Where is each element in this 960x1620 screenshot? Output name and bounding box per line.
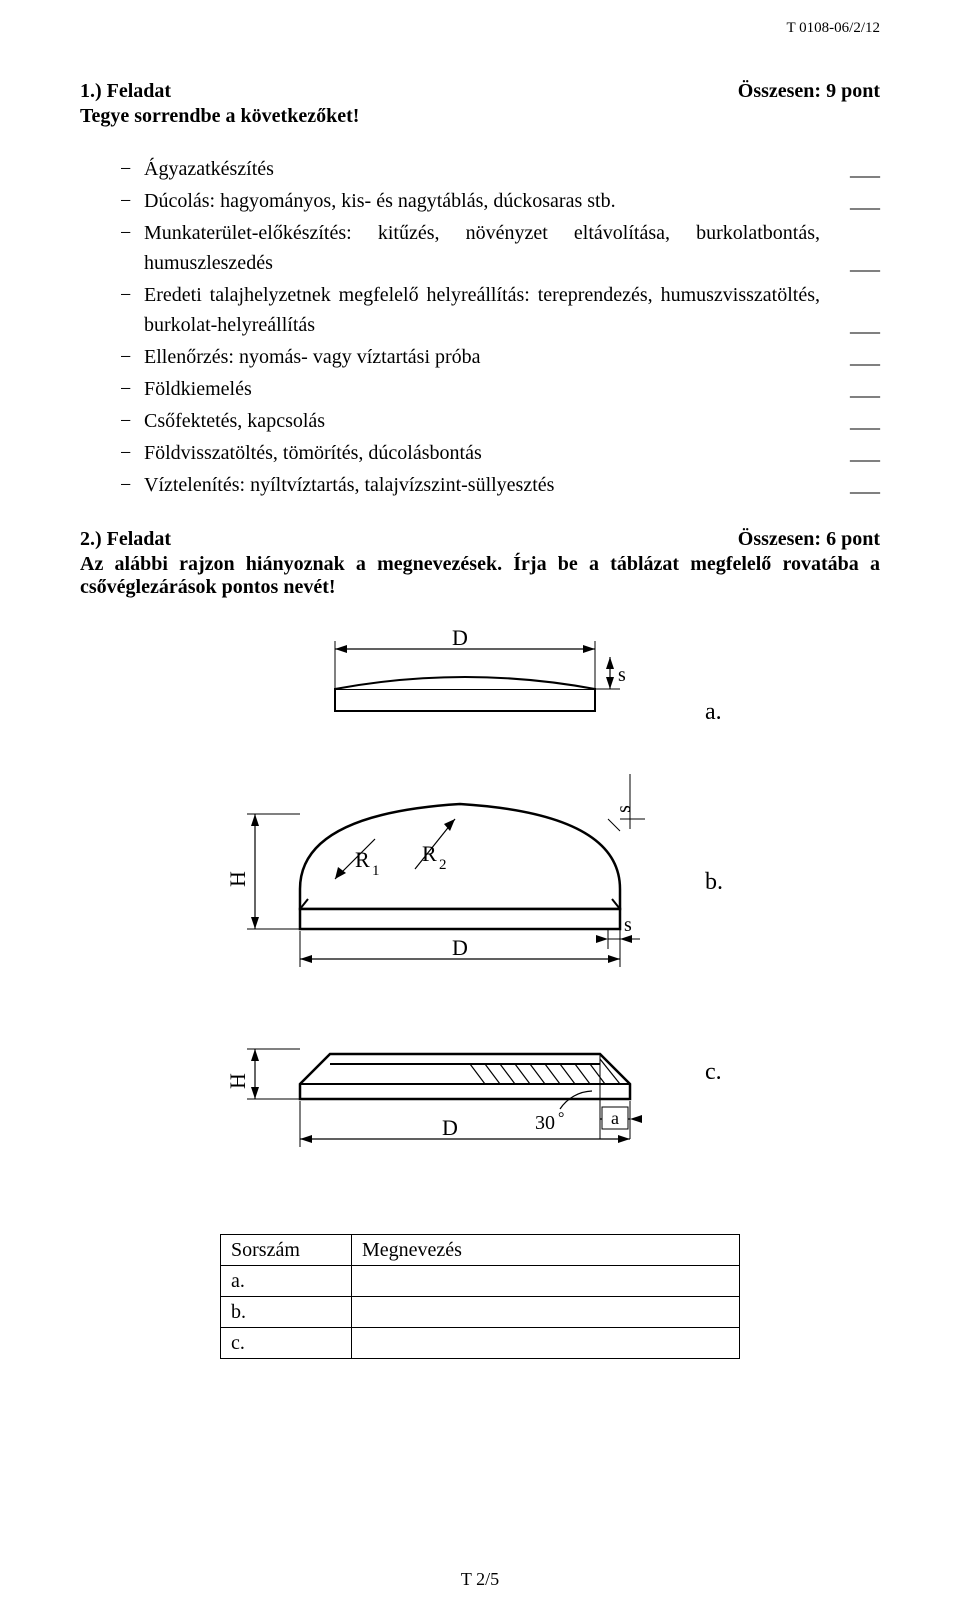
dim-D-c: D [442, 1115, 458, 1140]
dim-H-b: H [225, 871, 250, 887]
dim-a: a [611, 1108, 619, 1128]
blank-line[interactable]: ___ [830, 154, 880, 184]
task2-title: 2.) Feladat [80, 528, 171, 551]
list-item: Dúcolás: hagyományos, kis- és nagytáblás… [144, 186, 830, 216]
th-megnevezes: Megnevezés [352, 1235, 740, 1266]
dim-H-c: H [225, 1073, 250, 1089]
blank-line[interactable]: ___ [830, 438, 880, 468]
dim-D-a: D [452, 629, 468, 650]
dim-s-a: s [618, 664, 626, 686]
label-c: c. [705, 1059, 722, 1085]
list-item: Eredeti talajhelyzetnek megfelelő helyre… [144, 280, 830, 340]
task2-points: Összesen: 6 pont [738, 528, 880, 551]
header-code: T 0108-06/2/12 [787, 20, 880, 37]
dim-deg: ° [558, 1110, 564, 1127]
row-blank[interactable] [352, 1297, 740, 1328]
blank-line[interactable]: ___ [830, 248, 880, 278]
th-sorszam: Sorszám [221, 1235, 352, 1266]
task2-subtitle: Az alábbi rajzon hiányoznak a megnevezés… [80, 553, 880, 599]
dim-D-b: D [452, 935, 468, 960]
row-blank[interactable] [352, 1328, 740, 1359]
list-item: Földkiemelés [144, 374, 830, 404]
list-item: Munkaterület-előkészítés: kitűzés, növén… [144, 218, 830, 278]
task1-subtitle: Tegye sorrendbe a következőket! [80, 105, 880, 128]
row-num: c. [221, 1328, 352, 1359]
dim-30: 30 [535, 1112, 555, 1134]
blank-line[interactable]: ___ [830, 374, 880, 404]
list-item: Földvisszatöltés, tömörítés, dúcolásbont… [144, 438, 830, 468]
list-item: Csőfektetés, kapcsolás [144, 406, 830, 436]
label-a: a. [705, 699, 722, 725]
list-item: Ellenőrzés: nyomás- vagy víztartási prób… [144, 342, 830, 372]
blank-line[interactable]: ___ [830, 186, 880, 216]
dim-s-side-b: s [613, 805, 635, 813]
task1-list: −Ágyazatkészítés___ −Dúcolás: hagyományo… [120, 154, 880, 500]
task1-title: 1.) Feladat [80, 80, 171, 103]
task1-points: Összesen: 9 pont [738, 80, 880, 103]
figure-part-b: H s R 1 R 2 [225, 774, 723, 967]
answer-table: Sorszám Megnevezés a. b. c. [220, 1234, 740, 1359]
figure-part-a: D s a. [335, 629, 722, 725]
dim-R2-sub: 2 [439, 857, 447, 873]
page-footer: T 2/5 [80, 1569, 880, 1590]
technical-figure: D s a. H [200, 629, 760, 1194]
row-blank[interactable] [352, 1266, 740, 1297]
row-num: b. [221, 1297, 352, 1328]
list-item: Ágyazatkészítés [144, 154, 830, 184]
dim-R1: R [355, 847, 370, 872]
blank-line[interactable]: ___ [830, 342, 880, 372]
blank-line[interactable]: ___ [830, 310, 880, 340]
row-num: a. [221, 1266, 352, 1297]
dim-R1-sub: 1 [372, 863, 380, 879]
label-b: b. [705, 869, 723, 895]
dim-s-b: s [624, 914, 632, 936]
blank-line[interactable]: ___ [830, 406, 880, 436]
figure-part-c: H [225, 1049, 722, 1147]
list-item: Víztelenítés: nyíltvíztartás, talajvízsz… [144, 470, 830, 500]
blank-line[interactable]: ___ [830, 470, 880, 500]
dim-R2: R [422, 841, 437, 866]
